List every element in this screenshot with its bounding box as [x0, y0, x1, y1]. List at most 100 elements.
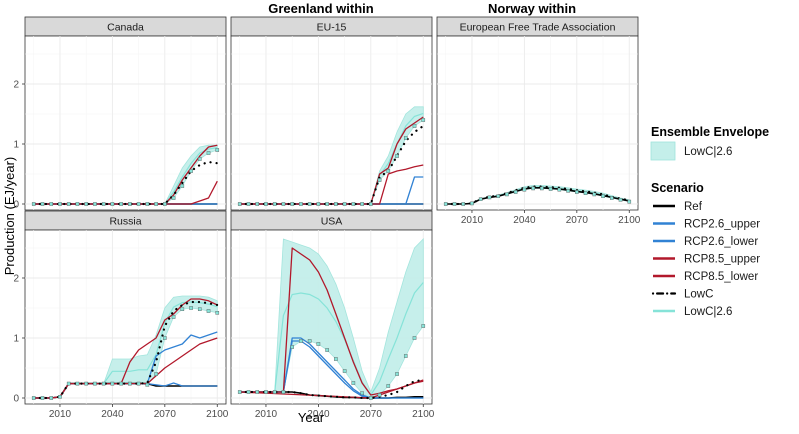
- data-point: [40, 202, 45, 206]
- x-tick-label: 2070: [154, 409, 177, 420]
- x-tick-label: 2100: [412, 409, 435, 420]
- data-point: [110, 202, 115, 206]
- data-point: [307, 339, 312, 343]
- panel-russia: Russia 0 1 2 2010 2040 2070 2100: [13, 210, 229, 420]
- data-point: [255, 390, 260, 394]
- data-point: [548, 187, 553, 191]
- x-tick-label: 2040: [101, 409, 124, 420]
- data-point: [403, 354, 408, 358]
- data-point: [360, 391, 364, 396]
- data-point: [237, 390, 242, 394]
- data-point: [154, 372, 158, 376]
- data-point: [377, 178, 382, 182]
- data-point: [189, 306, 193, 310]
- data-point: [342, 202, 347, 206]
- data-point: [316, 342, 321, 346]
- panel-bg-european-free-trade-association: [436, 35, 639, 211]
- x-tick-label: 2040: [513, 215, 536, 226]
- panel-canada: Canada 0 1 2: [13, 16, 227, 211]
- data-point: [101, 381, 106, 386]
- data-point: [66, 202, 71, 206]
- legend: Ensemble Envelope LowC|2.6 Scenario Ref RCP2…: [650, 125, 769, 318]
- panel-eu-15: EU-15: [230, 16, 433, 211]
- data-point: [487, 195, 492, 200]
- data-point: [316, 202, 321, 206]
- legend-label-rcp2-6-upper: RCP2.6_upper: [684, 219, 760, 231]
- data-point: [180, 307, 185, 312]
- y-tick-label: 1: [13, 334, 19, 345]
- panel-bg-canada: [24, 35, 227, 211]
- data-point: [505, 192, 509, 197]
- data-point: [325, 202, 329, 206]
- legend-envelope-label: LowC|2.6: [684, 146, 732, 158]
- facet-panels: Canada 0 1 2 EU-15 European Free Trade Associ…: [13, 16, 641, 420]
- data-point: [101, 202, 106, 206]
- data-point: [189, 169, 193, 173]
- data-point: [110, 381, 115, 386]
- data-point: [386, 169, 391, 173]
- data-point: [163, 202, 167, 206]
- data-point: [215, 148, 220, 152]
- strip-label-russia: Russia: [109, 216, 141, 228]
- data-point: [470, 201, 474, 206]
- x-tick-label: 2010: [461, 215, 484, 226]
- data-point: [237, 202, 242, 206]
- x-tick-label: 2100: [618, 215, 641, 226]
- data-point: [180, 184, 185, 188]
- data-point: [412, 124, 417, 128]
- panel-bg-eu-15: [230, 35, 433, 211]
- data-point: [171, 196, 176, 200]
- panel-european-free-trade-association: European Free Trade Association 2010 2040 2…: [436, 16, 641, 226]
- data-point: [281, 202, 286, 206]
- data-point: [334, 202, 338, 206]
- y-tick-label: 0: [13, 394, 19, 405]
- data-point: [93, 202, 97, 206]
- data-point: [128, 381, 132, 386]
- legend-label-ref: Ref: [684, 201, 703, 213]
- data-point: [246, 202, 251, 206]
- data-point: [369, 396, 373, 400]
- data-point: [290, 345, 294, 349]
- legend-label-lowc-2-6: LowC|2.6: [684, 306, 732, 318]
- data-point: [154, 202, 158, 206]
- data-point: [290, 202, 294, 206]
- data-point: [496, 194, 500, 199]
- series-lowc-usa: [238, 378, 425, 400]
- data-point: [351, 381, 356, 385]
- data-point: [281, 390, 286, 394]
- strip-label-canada: Canada: [107, 22, 144, 34]
- legend-label-rcp8-5-upper: RCP8.5_upper: [684, 254, 760, 266]
- x-axis-title: Year: [298, 410, 325, 425]
- data-point: [206, 151, 211, 155]
- data-point: [163, 336, 167, 340]
- data-point: [403, 136, 408, 140]
- x-tick-label: 2040: [307, 409, 330, 420]
- strip-label-eu-15: EU-15: [317, 22, 347, 34]
- x-tick-label: 2070: [360, 409, 383, 420]
- data-point: [84, 202, 88, 206]
- series-lowc-eu-15: [238, 124, 425, 206]
- series-lowc-european-free-trade-association: [444, 185, 631, 206]
- series-rcp8-5-upper-eu-15: [239, 116, 424, 205]
- data-point: [84, 381, 88, 386]
- y-axis-title: Production (EJ/year): [2, 157, 17, 276]
- y-tick-label: 0: [13, 200, 19, 211]
- data-point: [540, 186, 544, 191]
- data-point: [421, 324, 426, 328]
- data-point: [618, 197, 623, 202]
- data-point: [145, 202, 150, 206]
- data-point: [334, 357, 338, 361]
- data-point: [215, 311, 220, 315]
- data-point: [360, 202, 364, 206]
- data-point: [31, 396, 36, 400]
- data-point: [531, 186, 535, 191]
- data-point: [386, 384, 391, 388]
- data-point: [395, 372, 399, 376]
- y-tick-label: 2: [13, 274, 19, 285]
- data-point: [119, 381, 123, 386]
- data-point: [601, 194, 605, 199]
- data-point: [145, 383, 150, 387]
- data-point: [513, 190, 518, 194]
- data-point: [128, 202, 132, 206]
